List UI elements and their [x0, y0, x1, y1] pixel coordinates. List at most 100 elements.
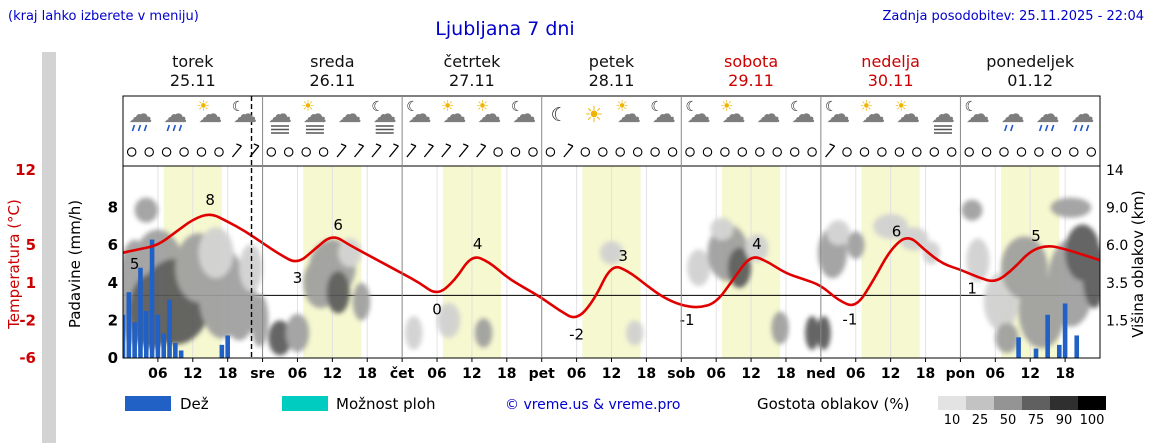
day-header-name: sreda [310, 52, 355, 71]
rain-legend-swatch [125, 396, 171, 411]
wind-barb-icon [249, 143, 260, 158]
day-header-date: 25.11 [169, 71, 216, 90]
svg-text:☀: ☀ [441, 97, 454, 115]
svg-text:6: 6 [108, 236, 118, 254]
temp-label: 4 [752, 235, 762, 253]
density-step-value: 75 [1027, 413, 1045, 428]
x-tick-hour: 06 [846, 366, 865, 382]
temp-label: -1 [680, 311, 695, 329]
copyright-link[interactable]: © vreme.us & vreme.pro [505, 397, 681, 413]
wind-row [126, 143, 1097, 158]
svg-text:☁: ☁ [826, 100, 850, 128]
day-header-date: 01.12 [1007, 71, 1054, 90]
x-tick-hour: 06 [148, 366, 167, 382]
svg-text:☾: ☾ [965, 99, 978, 115]
density-step-value: 100 [1079, 413, 1105, 428]
density-step [1050, 396, 1078, 410]
svg-text:8: 8 [108, 199, 118, 217]
day-header-name: torek [172, 52, 214, 71]
day-header-name: četrtek [443, 52, 501, 71]
calm-wind-icon [912, 147, 922, 157]
svg-text:☾: ☾ [651, 99, 664, 115]
svg-text:1: 1 [26, 274, 36, 292]
menu-hint[interactable]: (kraj lahko izberete v meniju) [8, 9, 199, 24]
svg-text:-2: -2 [19, 311, 36, 329]
x-tick-hour: 12 [183, 366, 202, 382]
calm-wind-icon [144, 147, 154, 157]
svg-text:☁: ☁ [1071, 100, 1095, 128]
svg-text:☾: ☾ [551, 104, 568, 126]
calm-wind-icon [632, 147, 643, 157]
weather-icon-fog-sun-icon: ☀☁ [301, 97, 327, 134]
cloud-axis-ticks: 14 9.0 6.0 3.5 1.5 [1106, 163, 1128, 329]
temp-axis-ticks: 12 5 1 -2 -6 [15, 161, 36, 367]
weather-icon-moon-cloud-icon: ☾☁ [790, 99, 815, 128]
svg-text:☁: ☁ [652, 100, 676, 128]
svg-text:☁: ☁ [198, 100, 222, 128]
calm-wind-icon [772, 147, 782, 157]
x-tick-hour: 12 [323, 366, 342, 382]
weather-icon-cloud-icon: ☁ [338, 100, 362, 128]
cloud-density-values: 10 25 50 75 90 100 [938, 413, 1106, 428]
x-tick-day: pet [529, 366, 556, 382]
temp-label: -1 [842, 310, 857, 328]
svg-text:☀: ☀ [197, 97, 210, 115]
calm-wind-icon [126, 147, 137, 157]
svg-text:☾: ☾ [371, 99, 384, 115]
weather-icon-moon-cloud-icon: ☾☁ [825, 99, 850, 128]
temp-label: 4 [473, 235, 483, 253]
cloud-density-label: Gostota oblakov (%) [757, 395, 910, 413]
svg-text:☀: ☀ [720, 97, 733, 115]
temperature-point-labels: 5 8 3 6 0 4 -2 3 -1 4 -1 6 1 5 [130, 191, 1041, 343]
wind-barb-icon [423, 143, 434, 158]
hour-gridlines [157, 166, 1066, 358]
weather-icon-moon-cloud-icon: ☾☁ [685, 99, 710, 128]
precip-axis-ticks: 8 6 4 2 0 [108, 199, 118, 367]
calm-wind-icon [528, 147, 538, 157]
calm-wind-icon [685, 147, 695, 157]
x-tick-hour: 18 [218, 366, 237, 382]
weather-icons: ☁ ☁ ☀☁ ☾☁ ☁ ☀☁ ☁ ☾☁ ☾☁ ☀☁ ☀☁ ☾☁ ☾ ☀ ☀☁ ☾☁ ☾☁ ☀☁ ☁ ☾☁ ☾☁ ☀☁ ☀☁ ☁… [128, 97, 1095, 134]
svg-text:12: 12 [15, 161, 36, 179]
svg-text:☀: ☀ [584, 103, 604, 128]
x-tick-hour: 18 [358, 366, 377, 382]
calm-wind-icon [196, 147, 207, 157]
calm-wind-icon [720, 147, 730, 157]
svg-text:☁: ☁ [861, 100, 885, 128]
weather-icon-sun-cloud-icon: ☀☁ [859, 97, 885, 128]
weather-icon-sun-cloud-icon: ☀☁ [894, 97, 920, 128]
svg-text:☁: ☁ [931, 100, 955, 128]
calm-wind-icon [1016, 147, 1027, 157]
temp-label: 6 [333, 216, 343, 234]
temp-label: -2 [569, 325, 584, 343]
svg-text:☾: ☾ [511, 99, 524, 115]
calm-wind-icon [510, 147, 521, 157]
calm-wind-icon [789, 147, 800, 157]
density-step [1022, 396, 1050, 410]
wind-barb-icon [336, 143, 347, 158]
wind-barb-icon [825, 143, 836, 158]
calm-wind-icon [318, 147, 329, 157]
calm-wind-icon [877, 147, 887, 157]
weather-icon-sun-cloud-icon: ☀☁ [441, 97, 467, 128]
temperature-line [123, 213, 1100, 319]
temp-label: 3 [618, 247, 628, 265]
x-tick-hour: 06 [567, 366, 586, 382]
svg-text:☀: ☀ [476, 97, 489, 115]
weather-icon-fog-moon-icon: ☾☁ [371, 99, 397, 134]
calm-wind-icon [807, 147, 817, 157]
calm-wind-icon [266, 147, 277, 157]
svg-text:☁: ☁ [163, 100, 187, 128]
wind-barb-icon [231, 143, 242, 158]
x-tick-day: čet [390, 366, 415, 382]
weather-icon-rain-icon: ☁ [163, 100, 187, 132]
svg-text:☁: ☁ [303, 100, 327, 128]
calm-wind-icon [580, 147, 591, 157]
svg-text:0: 0 [108, 349, 118, 367]
calm-wind-icon [737, 147, 748, 157]
x-tick-hour: 18 [916, 366, 935, 382]
day-header-date: 30.11 [867, 71, 914, 90]
calm-wind-icon [598, 147, 608, 157]
svg-text:☁: ☁ [268, 100, 292, 128]
